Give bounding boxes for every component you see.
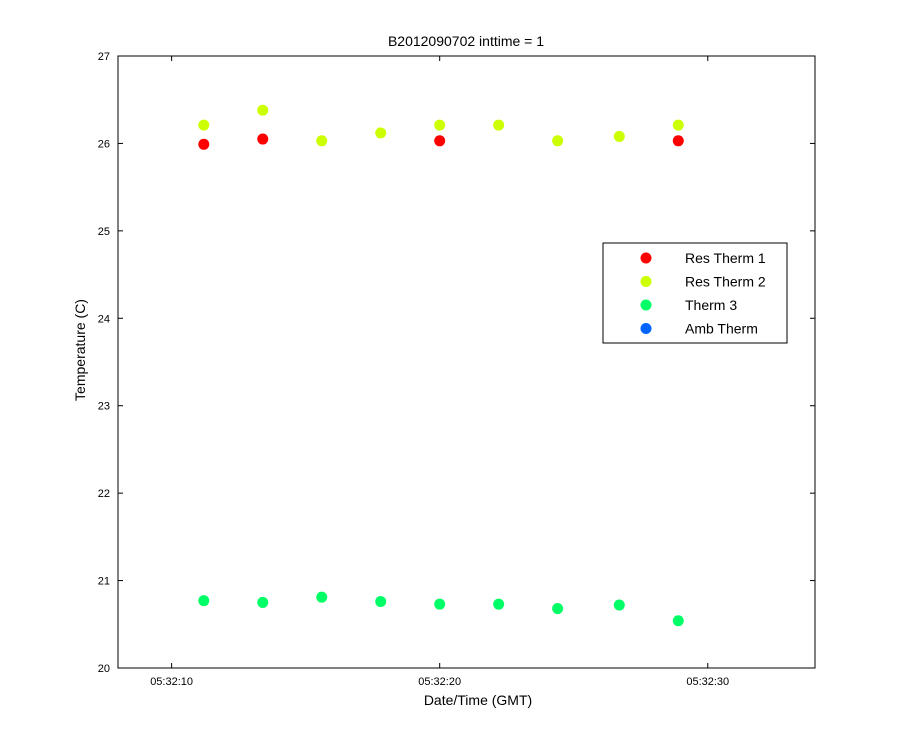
data-point-res-therm-2 [613, 130, 625, 142]
y-tick-label: 22 [98, 488, 110, 500]
y-tick-label: 21 [98, 576, 110, 588]
y-tick-label: 25 [98, 226, 110, 238]
data-point-res-therm-2 [257, 104, 269, 116]
data-point-res-therm-1 [198, 138, 210, 150]
data-point-therm-3 [672, 615, 684, 627]
legend-label: Res Therm 2 [685, 274, 766, 290]
y-tick-label: 23 [98, 401, 110, 413]
legend-marker [640, 276, 652, 287]
legend-marker [640, 252, 652, 264]
data-point-res-therm-1 [257, 133, 269, 145]
data-point-res-therm-2 [198, 119, 210, 131]
x-tick-label: 05:32:10 [150, 676, 193, 688]
data-point-therm-3 [552, 603, 564, 615]
x-tick-label: 05:32:20 [418, 676, 461, 688]
data-point-res-therm-2 [493, 119, 505, 131]
data-point-therm-3 [316, 591, 328, 603]
legend-label: Res Therm 1 [685, 250, 766, 266]
data-point-therm-3 [257, 596, 269, 608]
data-point-res-therm-2 [672, 119, 684, 131]
data-points [198, 104, 684, 627]
legend: Res Therm 1 Res Therm 2 Therm 3 Amb Therm [602, 242, 788, 344]
data-point-therm-3 [434, 598, 446, 610]
data-point-therm-3 [198, 595, 210, 607]
data-point-res-therm-2 [434, 119, 446, 131]
data-point-res-therm-2 [375, 127, 387, 139]
data-point-res-therm-1 [434, 135, 446, 147]
chart-title: B2012090702 inttime = 1 [388, 33, 544, 49]
legend-marker [640, 299, 652, 311]
y-axis-label: Temperature (C) [72, 299, 88, 401]
data-point-therm-3 [375, 596, 387, 608]
data-point-therm-3 [493, 598, 505, 610]
y-tick-label: 27 [98, 51, 110, 63]
legend-label: Amb Therm [685, 321, 758, 337]
x-tick-label: 05:32:30 [686, 676, 729, 688]
data-point-res-therm-1 [672, 135, 684, 147]
plot-area [117, 55, 816, 669]
data-point-res-therm-2 [552, 135, 564, 147]
y-tick-label: 24 [98, 313, 110, 325]
data-point-res-therm-2 [316, 135, 328, 147]
data-point-therm-3 [613, 599, 625, 611]
y-tick-label: 26 [98, 138, 110, 150]
y-tick-label: 20 [98, 663, 110, 675]
legend-marker [640, 323, 652, 334]
x-axis-label: Date/Time (GMT) [424, 692, 532, 708]
legend-box [602, 242, 788, 344]
legend-label: Therm 3 [685, 297, 737, 313]
axis-ticks: 20 21 22 23 24 25 26 27 05:32:10 05:32:20 05:32:30 [98, 51, 815, 688]
